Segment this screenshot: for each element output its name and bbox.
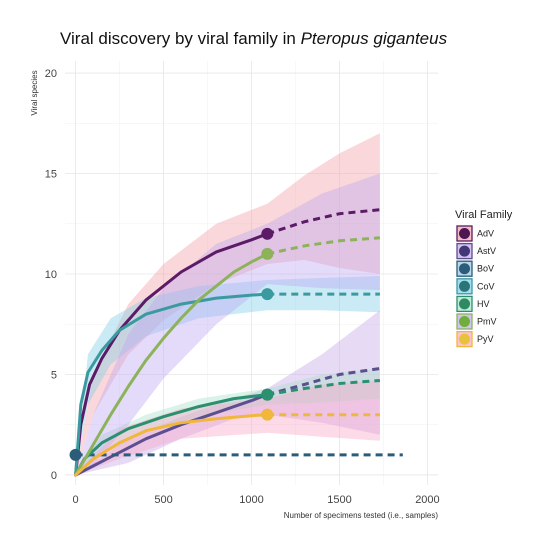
legend: Viral Family AdV AstV BoV CoV HV PmV PyV bbox=[455, 209, 513, 348]
legend-marker-PmV bbox=[459, 316, 470, 327]
chart-title: Viral discovery by viral family in Ptero… bbox=[60, 29, 448, 48]
endpoint-BoV bbox=[69, 448, 82, 461]
legend-title: Viral Family bbox=[455, 209, 513, 221]
observed-line-AdV bbox=[74, 232, 269, 477]
legend-marker-PyV bbox=[459, 333, 470, 345]
series-endpoints bbox=[69, 227, 274, 461]
confidence-bands bbox=[75, 133, 380, 476]
legend-label-PmV: PmV bbox=[477, 317, 497, 327]
legend-items: AdV AstV BoV CoV HV PmV PyV bbox=[456, 225, 497, 348]
y-tick-label: 15 bbox=[45, 169, 57, 181]
legend-marker-BoV bbox=[459, 263, 470, 275]
confidence-band-CoV bbox=[75, 276, 380, 475]
confidence-band-PmV bbox=[75, 173, 380, 475]
x-axis-title: Number of specimens tested (i.e., sample… bbox=[284, 511, 439, 520]
endpoint-AdV bbox=[261, 227, 274, 240]
chart-title-prefix: Viral discovery by viral family in bbox=[60, 29, 301, 48]
endpoint-PyV bbox=[261, 408, 274, 421]
legend-marker-AdV bbox=[459, 228, 470, 239]
axis-ticks: 0 500 1000 1500 2000 0 5 10 15 20 bbox=[45, 68, 440, 506]
y-axis-title: Viral species bbox=[30, 70, 39, 115]
x-tick-label: 1000 bbox=[239, 494, 263, 506]
legend-label-CoV: CoV bbox=[477, 281, 495, 291]
endpoint-PmV bbox=[261, 247, 274, 260]
extrapolated-line-PmV bbox=[266, 236, 381, 256]
x-tick-label: 500 bbox=[154, 494, 172, 506]
endpoint-CoV bbox=[261, 288, 274, 301]
legend-label-AstV: AstV bbox=[477, 246, 496, 256]
extrapolated-line-HV bbox=[267, 379, 381, 397]
observed-line-AstV bbox=[74, 393, 269, 477]
x-tick-label: 1500 bbox=[327, 494, 351, 506]
legend-marker-HV bbox=[459, 298, 470, 310]
confidence-band-AstV bbox=[75, 310, 380, 475]
legend-marker-CoV bbox=[459, 280, 470, 292]
y-tick-label: 10 bbox=[45, 269, 57, 281]
legend-label-HV: HV bbox=[477, 299, 490, 309]
legend-label-AdV: AdV bbox=[477, 229, 494, 239]
confidence-band-PyV bbox=[75, 380, 380, 475]
endpoint-HV bbox=[261, 388, 274, 401]
confidence-band-AdV bbox=[75, 133, 380, 476]
y-tick-label: 20 bbox=[45, 68, 57, 80]
confidence-band-HV bbox=[75, 368, 380, 475]
y-tick-label: 0 bbox=[51, 470, 57, 482]
legend-label-PyV: PyV bbox=[477, 334, 494, 344]
observed-line-PyV bbox=[74, 413, 269, 477]
chart-title-italic: Pteropus giganteus bbox=[301, 29, 448, 48]
observed-line-CoV bbox=[74, 292, 269, 477]
observed-line-PmV bbox=[74, 252, 269, 477]
x-tick-label: 0 bbox=[72, 494, 78, 506]
series-lines bbox=[74, 208, 403, 477]
x-tick-label: 2000 bbox=[415, 494, 439, 506]
y-tick-label: 5 bbox=[51, 369, 57, 381]
legend-label-BoV: BoV bbox=[477, 264, 494, 274]
legend-marker-AstV bbox=[459, 245, 470, 257]
